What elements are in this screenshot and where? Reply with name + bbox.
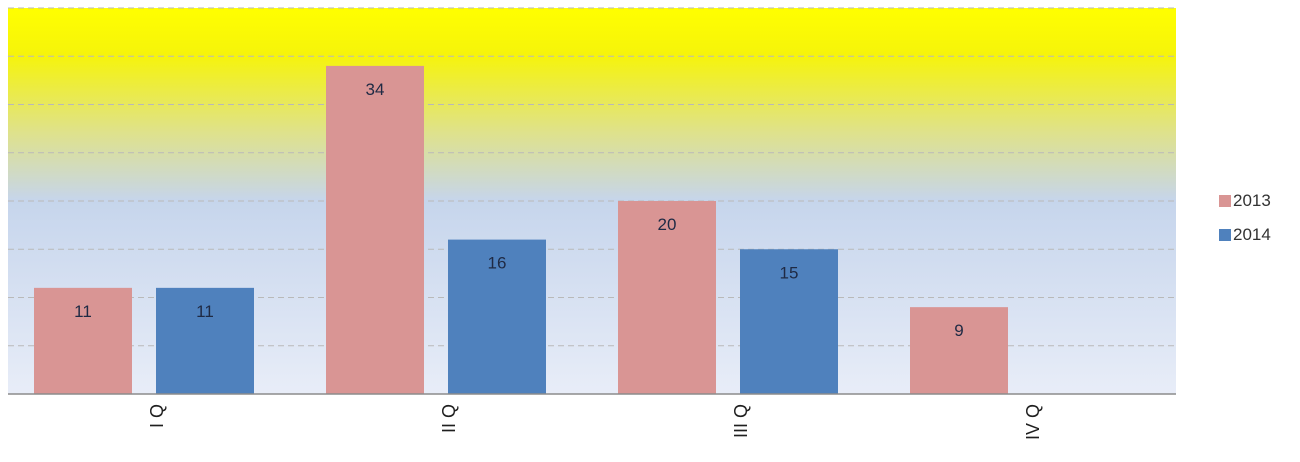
- legend: 2013 2014: [1219, 190, 1271, 258]
- x-tick-label-2: II Q: [439, 404, 459, 433]
- data-label-2014-2: 16: [488, 254, 507, 273]
- legend-label-2014: 2014: [1233, 225, 1271, 244]
- bar-2014-2: [448, 239, 546, 394]
- bar-2013-1: [34, 287, 132, 394]
- bars: [34, 65, 1008, 395]
- data-label-2014-3: 15: [780, 263, 799, 282]
- data-labels: 11 11 34 16 20 15 9: [74, 80, 964, 340]
- bar-2014-3: [740, 249, 838, 394]
- bar-2013-4: [910, 307, 1008, 394]
- data-label-2013-3: 20: [658, 215, 677, 234]
- data-label-2013-4: 9: [954, 321, 963, 340]
- bar-2014-1: [156, 287, 254, 394]
- data-label-2014-1: 11: [196, 302, 214, 321]
- legend-item-2014: 2014: [1219, 224, 1271, 246]
- legend-swatch-2014: [1219, 229, 1231, 241]
- bar-2013-3: [618, 201, 716, 394]
- x-tick-label-3: III Q: [731, 404, 751, 438]
- x-tick-label-4: IV Q: [1023, 404, 1043, 440]
- data-label-2013-2: 34: [366, 80, 385, 99]
- x-tick-labels: I Q II Q III Q IV Q: [147, 404, 1043, 440]
- data-label-2013-1: 11: [74, 302, 92, 321]
- legend-item-2013: 2013: [1219, 190, 1271, 212]
- legend-label-2013: 2013: [1233, 191, 1271, 210]
- legend-swatch-2013: [1219, 195, 1231, 207]
- bar-2013-2: [326, 65, 424, 395]
- x-tick-label-1: I Q: [147, 404, 167, 428]
